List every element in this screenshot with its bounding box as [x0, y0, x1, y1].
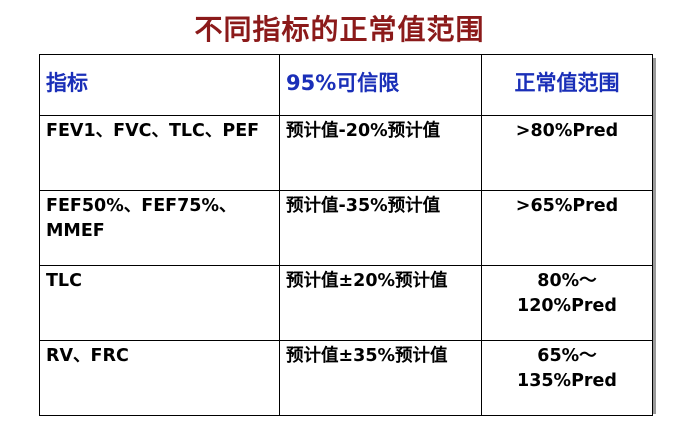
table-cell: 65%～135%Pred [481, 340, 653, 416]
normal-range-value: 65%～135%Pred [517, 346, 617, 391]
table-cell: 预计值-20%预计值 [279, 115, 482, 191]
header-confidence-limit: 95%可信限 [279, 54, 482, 116]
confidence-limit-value: 预计值±35%预计值 [286, 346, 448, 366]
table-cell: 80%～120%Pred [481, 265, 653, 341]
table-row: TLC 预计值±20%预计值 80%～120%Pred [39, 265, 653, 341]
table-cell: >80%Pred [481, 115, 653, 191]
header-normal-range-label: 正常值范围 [514, 71, 620, 95]
normal-range-value: >80%Pred [515, 121, 619, 141]
table-cell: >65%Pred [481, 190, 653, 266]
indicator-value: FEV1、FVC、TLC、PEF [46, 121, 260, 141]
indicator-value: FEF50%、FEF75%、MMEF [46, 196, 237, 241]
header-indicator-label: 指标 [46, 71, 88, 95]
table-cell: RV、FRC [39, 340, 280, 416]
header-indicator: 指标 [39, 54, 280, 116]
table-cell: FEV1、FVC、TLC、PEF [39, 115, 280, 191]
confidence-limit-value: 预计值-20%预计值 [286, 121, 441, 141]
confidence-limit-value: 预计值-35%预计值 [286, 196, 441, 216]
page-title: 不同指标的正常值范围 [194, 13, 485, 46]
indicator-value: TLC [46, 271, 82, 291]
normal-range-value: 80%～120%Pred [517, 271, 617, 316]
table-row: RV、FRC 预计值±35%预计值 65%～135%Pred [39, 340, 653, 416]
header-confidence-limit-label: 95%可信限 [286, 71, 400, 95]
reference-range-table: 指标 95%可信限 正常值范围 FEV1、FVC、TLC、PEF 预计值-20%… [39, 54, 653, 416]
reference-range-table-container: 指标 95%可信限 正常值范围 FEV1、FVC、TLC、PEF 预计值-20%… [39, 54, 653, 416]
table-row: FEV1、FVC、TLC、PEF 预计值-20%预计值 >80%Pred [39, 115, 653, 191]
table-header-row: 指标 95%可信限 正常值范围 [39, 54, 653, 116]
confidence-limit-value: 预计值±20%预计值 [286, 271, 448, 291]
header-normal-range: 正常值范围 [481, 54, 653, 116]
table-cell: 预计值-35%预计值 [279, 190, 482, 266]
table-row: FEF50%、FEF75%、MMEF 预计值-35%预计值 >65%Pred [39, 190, 653, 266]
normal-range-value: >65%Pred [515, 196, 619, 216]
table-cell: 预计值±35%预计值 [279, 340, 482, 416]
table-cell: TLC [39, 265, 280, 341]
table-cell: FEF50%、FEF75%、MMEF [39, 190, 280, 266]
indicator-value: RV、FRC [46, 346, 129, 366]
table-cell: 预计值±20%预计值 [279, 265, 482, 341]
